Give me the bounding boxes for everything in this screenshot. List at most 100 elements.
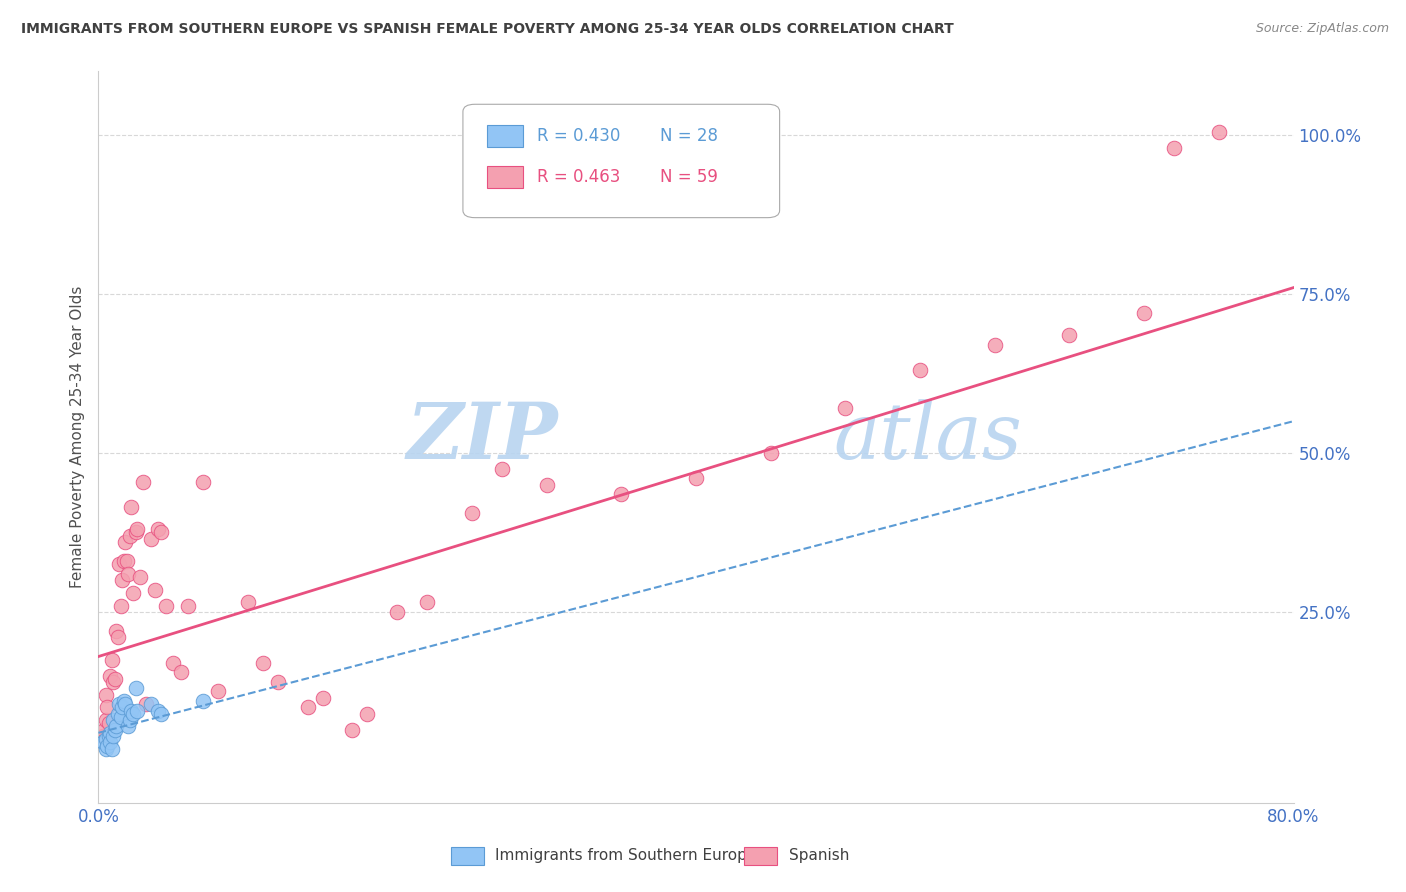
Point (207, 684, 229, 698)
Point (139, 532, 162, 546)
Point (96, 700, 118, 714)
Point (1163, 141, 1185, 155)
Point (96, 739, 118, 753)
Point (252, 656, 274, 670)
Point (169, 665, 191, 680)
Point (834, 401, 856, 416)
Point (908, 363, 931, 377)
Point (191, 694, 214, 708)
Point (311, 690, 333, 705)
Point (132, 475, 155, 489)
Point (155, 599, 177, 613)
Text: Spanish: Spanish (789, 848, 849, 863)
Point (103, 675, 125, 690)
Text: N = 28: N = 28 (661, 127, 718, 145)
Point (112, 694, 135, 708)
Point (127, 704, 149, 718)
Point (114, 697, 136, 711)
Point (103, 729, 125, 743)
Point (98, 668, 122, 682)
Point (108, 558, 131, 572)
Y-axis label: Female Poverty Among 25-34 Year Olds: Female Poverty Among 25-34 Year Olds (69, 286, 84, 588)
Point (416, 595, 439, 609)
Point (150, 525, 173, 540)
Text: IMMIGRANTS FROM SOUTHERN EUROPE VS SPANISH FEMALE POVERTY AMONG 25-34 YEAR OLDS : IMMIGRANTS FROM SOUTHERN EUROPE VS SPANI… (21, 22, 953, 37)
Point (127, 522, 149, 536)
Point (117, 719, 139, 733)
Point (93, 723, 115, 737)
Point (94, 713, 117, 727)
Point (1059, 328, 1081, 343)
Point (148, 522, 170, 536)
Point (148, 704, 170, 718)
Point (103, 713, 125, 727)
Text: ZIP: ZIP (406, 399, 558, 475)
Text: Source: ZipAtlas.com: Source: ZipAtlas.com (1256, 22, 1389, 36)
Point (114, 535, 136, 549)
Point (120, 704, 142, 718)
Point (1208, 125, 1230, 139)
Point (984, 338, 1007, 352)
Point (94, 741, 117, 756)
Point (267, 675, 290, 690)
Text: Immigrants from Southern Europe: Immigrants from Southern Europe (495, 848, 756, 863)
Point (107, 631, 129, 645)
Point (91, 735, 114, 749)
Point (121, 706, 143, 721)
Point (461, 507, 484, 521)
Point (143, 582, 166, 597)
Point (491, 462, 513, 476)
Point (297, 700, 319, 714)
Point (105, 719, 128, 733)
Point (111, 700, 134, 714)
Point (107, 706, 129, 721)
Point (101, 653, 124, 667)
Point (356, 706, 378, 721)
Bar (451, 847, 485, 865)
Point (385, 605, 409, 619)
Text: R = 0.463: R = 0.463 (537, 169, 620, 186)
Point (536, 477, 558, 491)
Point (101, 741, 124, 756)
Point (94, 688, 117, 702)
Point (117, 566, 139, 581)
Point (129, 570, 152, 584)
Point (118, 529, 141, 543)
Point (118, 713, 141, 727)
Point (191, 475, 214, 489)
Point (108, 697, 131, 711)
Point (105, 624, 128, 638)
Point (125, 681, 148, 696)
FancyBboxPatch shape (463, 104, 780, 218)
Point (177, 599, 200, 613)
Point (91, 729, 114, 743)
Point (610, 487, 633, 501)
Point (115, 554, 138, 568)
Point (139, 697, 162, 711)
Text: N = 59: N = 59 (661, 169, 718, 186)
Point (98, 726, 122, 740)
Point (162, 656, 184, 670)
Point (759, 446, 782, 460)
Point (685, 471, 707, 485)
Bar (486, 125, 523, 146)
Point (104, 672, 127, 686)
Text: atlas: atlas (834, 399, 1022, 475)
Point (98, 735, 122, 749)
Point (342, 723, 364, 737)
Point (120, 500, 142, 514)
Point (112, 554, 135, 568)
Bar (486, 167, 523, 188)
Point (97, 716, 120, 731)
Point (110, 599, 132, 613)
Point (236, 595, 259, 609)
Point (94, 732, 117, 747)
Bar (744, 847, 778, 865)
Point (111, 573, 134, 587)
Point (121, 586, 143, 600)
Point (1133, 306, 1156, 320)
Point (97, 729, 120, 743)
Point (110, 710, 132, 724)
Text: R = 0.430: R = 0.430 (537, 127, 620, 145)
Point (150, 706, 173, 721)
